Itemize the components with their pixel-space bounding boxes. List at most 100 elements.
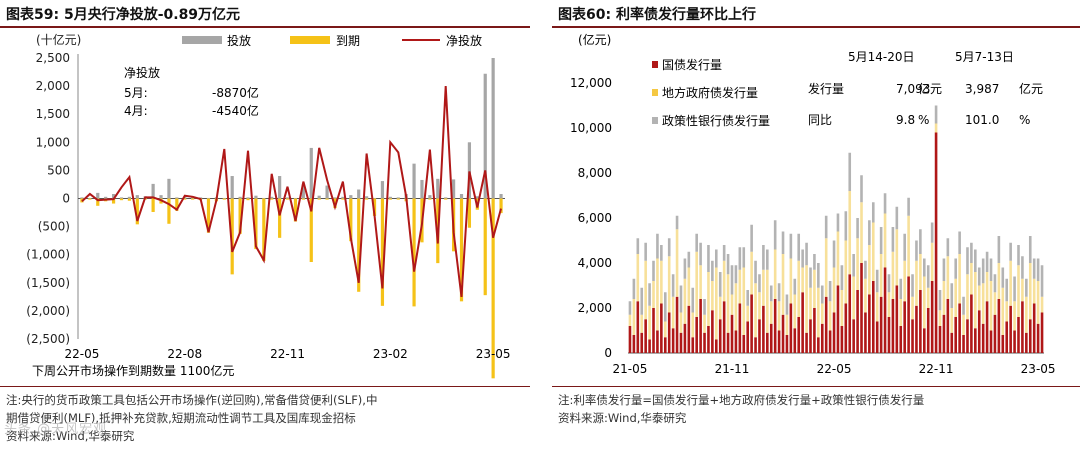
policy-bank-bar: [852, 254, 855, 277]
policy-bank-bar: [773, 220, 777, 250]
legend-label-injection: 投放: [227, 33, 251, 48]
injection-bar: [88, 197, 92, 199]
local-gov-bar: [1032, 278, 1036, 304]
maturity-bar: [246, 198, 250, 201]
y-tick-label: 12,000: [570, 76, 612, 90]
policy-bank-bar: [887, 274, 891, 293]
policy-bank-bar: [652, 260, 655, 281]
treasury-bar: [820, 323, 824, 353]
policy-bank-bar: [844, 211, 848, 241]
treasury-bar: [942, 314, 946, 353]
table-header-week2: 5月7-13日: [955, 50, 1014, 64]
local-gov-bar: [695, 251, 698, 317]
legend-swatch-policy: [652, 117, 658, 124]
local-gov-bar: [1009, 260, 1012, 306]
local-gov-bar: [903, 260, 906, 302]
policy-bank-bar: [632, 278, 636, 299]
local-gov-bar: [915, 260, 918, 306]
policy-bank-bar: [738, 247, 742, 270]
treasury-bar: [754, 337, 757, 353]
treasury-bar: [868, 294, 871, 353]
right-chart-svg: (亿元) 0 2,000 4,000 6,000 8,000 10,000 12,000 21-…: [570, 32, 1056, 376]
policy-bank-bar: [718, 272, 722, 297]
treasury-bar: [734, 330, 738, 353]
treasury-bar: [970, 294, 973, 353]
policy-bank-bar: [797, 233, 801, 261]
policy-bank-bar: [789, 233, 793, 259]
injection-bar: [380, 181, 385, 199]
local-gov-bar: [981, 283, 985, 324]
local-gov-bar: [750, 251, 753, 295]
treasury-bar: [958, 303, 961, 353]
local-gov-bar: [813, 269, 816, 308]
injection-bar: [151, 183, 155, 199]
watermark-text: 头条 @天风宏观: [4, 422, 108, 437]
injection-bar: [349, 195, 353, 199]
injection-bar: [159, 195, 163, 199]
treasury-bar: [895, 285, 899, 353]
treasury-bar: [981, 323, 985, 353]
policy-bank-bar: [1040, 265, 1044, 297]
local-gov-bar: [958, 254, 961, 304]
policy-bank-bar: [919, 229, 922, 254]
annotation-value: -8870亿: [212, 85, 259, 100]
local-gov-bar: [722, 260, 726, 302]
local-gov-bar: [844, 240, 848, 304]
treasury-bar: [930, 281, 934, 353]
y-tick-label: (1,000): [26, 248, 70, 262]
local-gov-bar: [824, 238, 828, 297]
local-gov-bar: [715, 267, 718, 340]
y-tick-label: 2,000: [578, 301, 612, 315]
y-tick-label: 500: [47, 163, 70, 177]
table-row-label: 同比: [808, 113, 832, 127]
treasury-bar: [781, 314, 785, 353]
local-gov-bar: [734, 283, 738, 331]
treasury-bar: [871, 281, 875, 353]
y-tick-label: (2,500): [26, 332, 70, 346]
maturity-bar: [325, 198, 329, 200]
y-tick-label: 0: [62, 192, 70, 206]
treasury-bar: [848, 274, 852, 353]
local-gov-bar: [817, 287, 820, 338]
policy-bank-bar: [636, 238, 640, 254]
injection-bar: [412, 163, 416, 199]
treasury-bar: [687, 305, 691, 353]
policy-bank-bar: [915, 240, 918, 261]
policy-bank-bar: [930, 222, 934, 243]
maturity-bar: [357, 198, 361, 292]
policy-bank-bar: [769, 285, 773, 302]
maturity-bar: [293, 198, 298, 222]
maturity-bar: [483, 198, 487, 296]
local-gov-bar: [883, 213, 887, 268]
policy-bank-bar: [781, 231, 785, 254]
policy-bank-bar: [938, 290, 942, 311]
x-tick-label: 23-05: [476, 347, 511, 361]
maturity-bar: [444, 198, 448, 200]
local-gov-bar: [942, 281, 946, 315]
local-gov-bar: [730, 294, 734, 315]
treasury-bar: [738, 303, 742, 353]
injection-bar: [127, 196, 131, 199]
x-tick-label: 23-05: [1021, 362, 1056, 376]
treasury-bar: [699, 299, 702, 353]
left-title-rule: [0, 26, 530, 28]
right-source-line: 资料来源:Wind,华泰研究: [558, 411, 687, 425]
maturity-bar: [119, 198, 124, 201]
maturity-bar: [349, 198, 353, 242]
local-gov-bar: [777, 301, 781, 331]
local-gov-bar: [962, 314, 965, 335]
maturity-bar: [191, 198, 195, 200]
table-unit-week2: %: [1019, 113, 1030, 127]
local-gov-bar: [781, 254, 785, 315]
x-tick-label: 22-11: [919, 362, 954, 376]
treasury-bar: [879, 296, 883, 353]
x-tick-label: 21-11: [715, 362, 750, 376]
maturity-bar: [317, 198, 321, 200]
injection-bar: [293, 197, 298, 199]
y-tick-label: 10,000: [570, 121, 612, 135]
local-gov-bar: [640, 314, 644, 333]
treasury-bar: [828, 330, 832, 353]
treasury-bar: [683, 323, 687, 353]
left-source-line: 资料来源:Wind,华泰研究: [6, 429, 135, 443]
y-tick-label: 1,500: [36, 107, 70, 121]
